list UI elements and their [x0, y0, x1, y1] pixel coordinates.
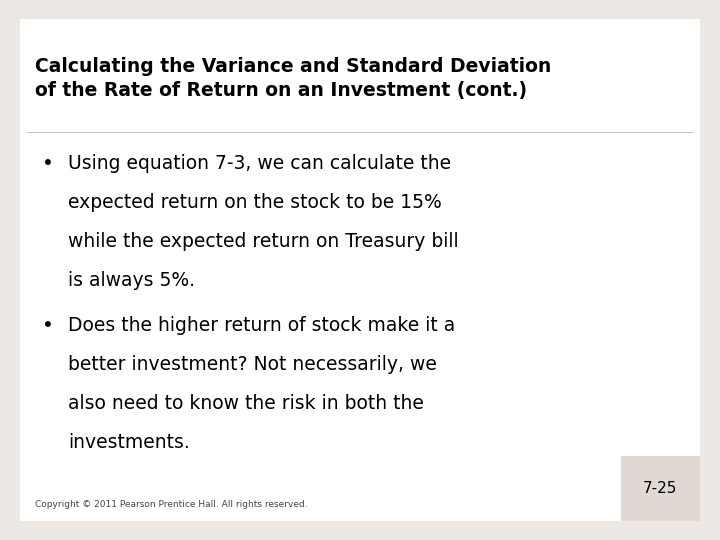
Text: Using equation 7-3, we can calculate the: Using equation 7-3, we can calculate the [68, 154, 451, 173]
Text: also need to know the risk in both the: also need to know the risk in both the [68, 394, 424, 413]
Text: 7-25: 7-25 [643, 481, 678, 496]
Text: Copyright © 2011 Pearson Prentice Hall. All rights reserved.: Copyright © 2011 Pearson Prentice Hall. … [35, 500, 307, 509]
Text: •: • [42, 316, 53, 335]
Text: Calculating the Variance and Standard Deviation
of the Rate of Return on an Inve: Calculating the Variance and Standard De… [35, 57, 551, 100]
FancyBboxPatch shape [20, 19, 700, 521]
Text: investments.: investments. [68, 433, 190, 451]
Text: while the expected return on Treasury bill: while the expected return on Treasury bi… [68, 232, 459, 251]
Text: •: • [42, 154, 53, 173]
Text: Does the higher return of stock make it a: Does the higher return of stock make it … [68, 316, 456, 335]
FancyBboxPatch shape [621, 456, 700, 521]
Text: is always 5%.: is always 5%. [68, 271, 195, 289]
Text: better investment? Not necessarily, we: better investment? Not necessarily, we [68, 355, 437, 374]
Text: expected return on the stock to be 15%: expected return on the stock to be 15% [68, 193, 442, 212]
